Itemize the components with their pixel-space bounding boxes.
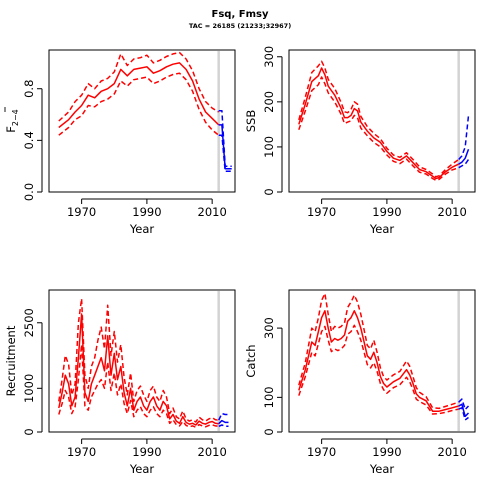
plot-frame: [48, 289, 236, 433]
chart-panel-3: 1970 1990 2010 Year 0 1000 2500 Recruitment: [4, 289, 236, 476]
plot-frame: [288, 289, 476, 433]
projection-median-line: [218, 124, 232, 170]
y-tick-label: 300: [262, 46, 276, 68]
y-axis-label: Recruitment: [4, 325, 18, 396]
y-axis-label: Catch: [244, 344, 258, 377]
page-subtitle: TAC = 26185 (21233;32967): [188, 22, 292, 30]
page-title: Fsq, Fmsy: [211, 9, 269, 20]
y-tick-label: 100: [262, 136, 276, 158]
x-tick-label: 1970: [307, 445, 336, 459]
x-tick-label: 2010: [198, 205, 227, 219]
chart-panel-2: 1970 1990 2010 Year 0 100 200 300 SSB: [244, 46, 476, 236]
x-tick-label: 1990: [372, 445, 401, 459]
y-tick-label: 100: [262, 386, 276, 408]
y-tick-label: 0.0: [22, 183, 36, 201]
historic-lower-line: [58, 343, 219, 428]
plot-frame: [288, 49, 476, 193]
historic-lower-line: [298, 324, 459, 415]
x-tick-label: 1970: [307, 205, 336, 219]
projection-upper-line: [458, 398, 470, 411]
historic-median-line: [58, 313, 219, 426]
projection-lower-line: [458, 159, 470, 169]
y-tick-label: 200: [262, 91, 276, 113]
plot-frame: [48, 49, 236, 193]
x-tick-label: 2010: [198, 445, 227, 459]
historic-upper-line: [298, 60, 460, 178]
x-tick-label: 2010: [438, 205, 467, 219]
historic-upper-line: [58, 51, 220, 122]
y-tick-label: 2500: [22, 308, 36, 337]
chart-panel-1: 1970 1990 2010 Year 0.0 0.4 0.8F2−4: [4, 49, 236, 236]
historic-lower-line: [298, 76, 459, 182]
x-axis-label: Year: [369, 462, 395, 476]
y-tick-label: 0: [262, 428, 276, 435]
y-axis-label: SSB: [244, 110, 258, 133]
projection-upper-line: [218, 412, 229, 421]
historic-median-line: [298, 310, 459, 412]
x-tick-label: 1990: [372, 205, 401, 219]
x-axis-label: Year: [369, 222, 395, 236]
historic-median-line: [298, 67, 460, 180]
projection-median-line: [458, 148, 470, 165]
x-tick-label: 1970: [67, 205, 96, 219]
projection-upper-line: [218, 109, 232, 167]
y-tick-label: 0: [22, 428, 36, 435]
y-tick-label: 0.4: [22, 131, 36, 149]
y-tick-label: 300: [262, 317, 276, 339]
historic-median-line: [58, 62, 220, 129]
x-axis-label: Year: [129, 222, 155, 236]
projection-lower-line: [218, 424, 229, 428]
projection-median-line: [458, 403, 470, 418]
x-tick-label: 2010: [438, 445, 467, 459]
chart-panel-4: 1970 1990 2010 Year 0 100 300 Catch: [244, 289, 476, 476]
x-tick-label: 1990: [132, 445, 161, 459]
x-axis-label: Year: [129, 462, 155, 476]
x-tick-label: 1970: [67, 445, 96, 459]
y-tick-label: 0.8: [22, 80, 36, 98]
y-tick-label: 0: [262, 188, 276, 195]
historic-upper-line: [58, 297, 219, 423]
projection-lower-line: [458, 407, 469, 421]
x-tick-label: 1990: [132, 205, 161, 219]
historic-upper-line: [298, 292, 459, 410]
y-tick-label: 1000: [22, 374, 36, 403]
projection-lower-line: [218, 134, 232, 173]
projection-upper-line: [458, 115, 470, 160]
historic-lower-line: [58, 72, 220, 136]
projection-median-line: [218, 419, 229, 425]
y-axis-label: F2−4: [4, 109, 20, 133]
